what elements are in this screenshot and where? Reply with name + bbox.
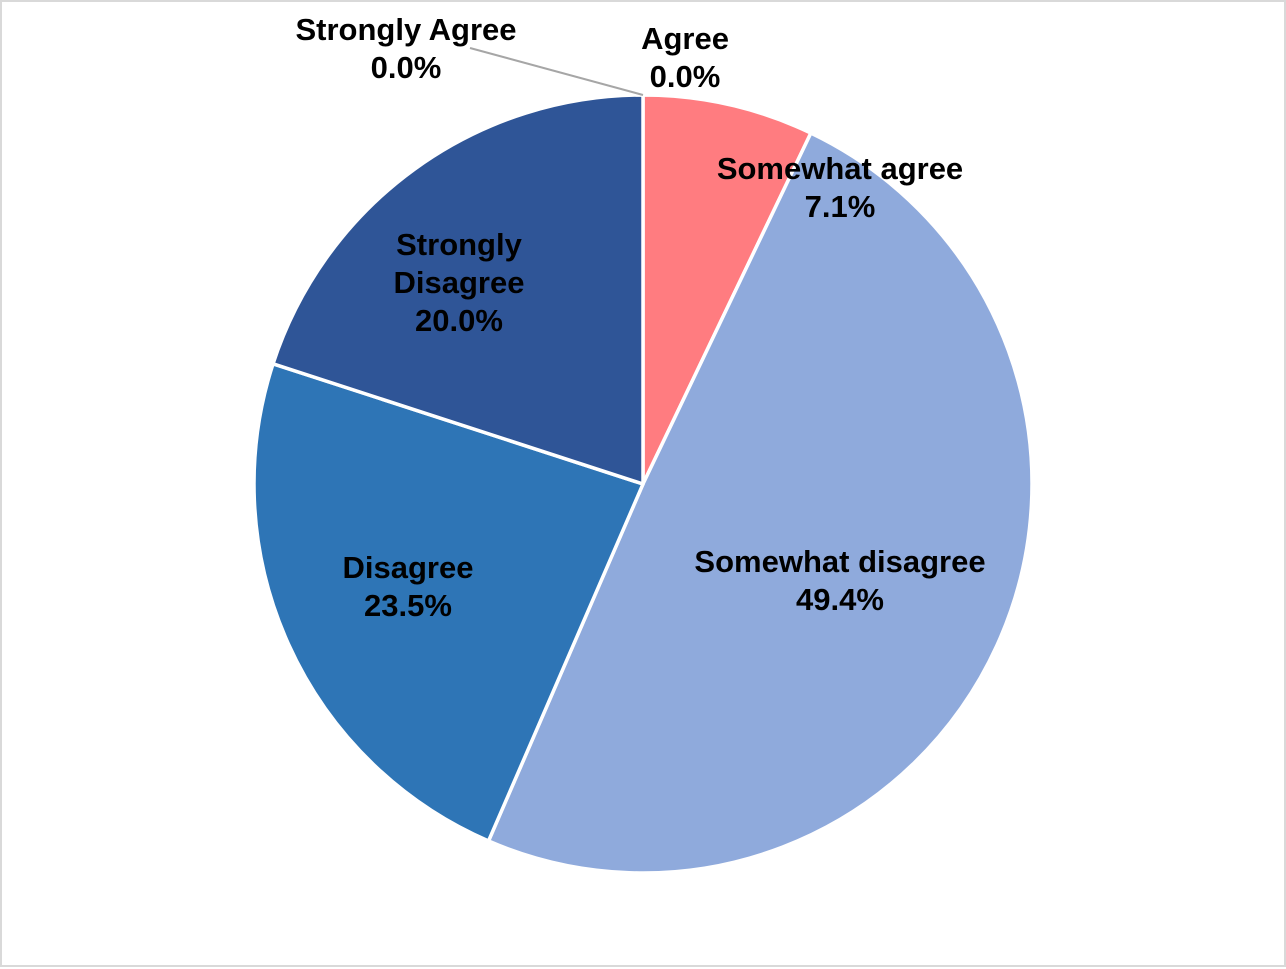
slice-strongly-disagree (271, 93, 645, 486)
slices-layer (252, 93, 1034, 875)
slice-somewhat-agree (641, 93, 813, 486)
slice-disagree (252, 362, 645, 843)
data-label-category: Disagree (394, 265, 525, 300)
data-label-category: Disagree (343, 550, 474, 585)
data-label-agree: Agree 0.0% (641, 21, 729, 94)
data-label-percentage: 23.5% (364, 588, 452, 623)
data-label-category: Strongly (396, 227, 522, 262)
data-label-category: Somewhat disagree (694, 544, 985, 579)
data-label-category: Agree (641, 21, 729, 56)
data-label-category: Somewhat agree (717, 151, 963, 186)
data-label-percentage: 0.0% (371, 50, 442, 85)
data-label-somewhat-agree: Somewhat agree 7.1% (717, 151, 963, 224)
data-label-strongly-disagree: Strongly Disagree 20.0% (394, 227, 525, 338)
labels-layer: Agree 0.0%Somewhat agree 7.1%Somewhat disa… (295, 12, 985, 623)
leader-lines (469, 47, 644, 96)
data-label-somewhat-disagree: Somewhat disagree 49.4% (694, 544, 985, 617)
data-label-percentage: 49.4% (796, 582, 884, 617)
data-label-disagree: Disagree 23.5% (343, 550, 474, 623)
slice-somewhat-disagree (486, 131, 1034, 875)
data-label-category: Strongly Agree (295, 12, 516, 47)
data-label-percentage: 0.0% (650, 59, 721, 94)
data-label-percentage: 7.1% (805, 189, 876, 224)
data-label-strongly-agree: Strongly Agree 0.0% (295, 12, 516, 85)
data-label-percentage: 20.0% (415, 303, 503, 338)
leader-line-strongly-agree (469, 47, 644, 96)
